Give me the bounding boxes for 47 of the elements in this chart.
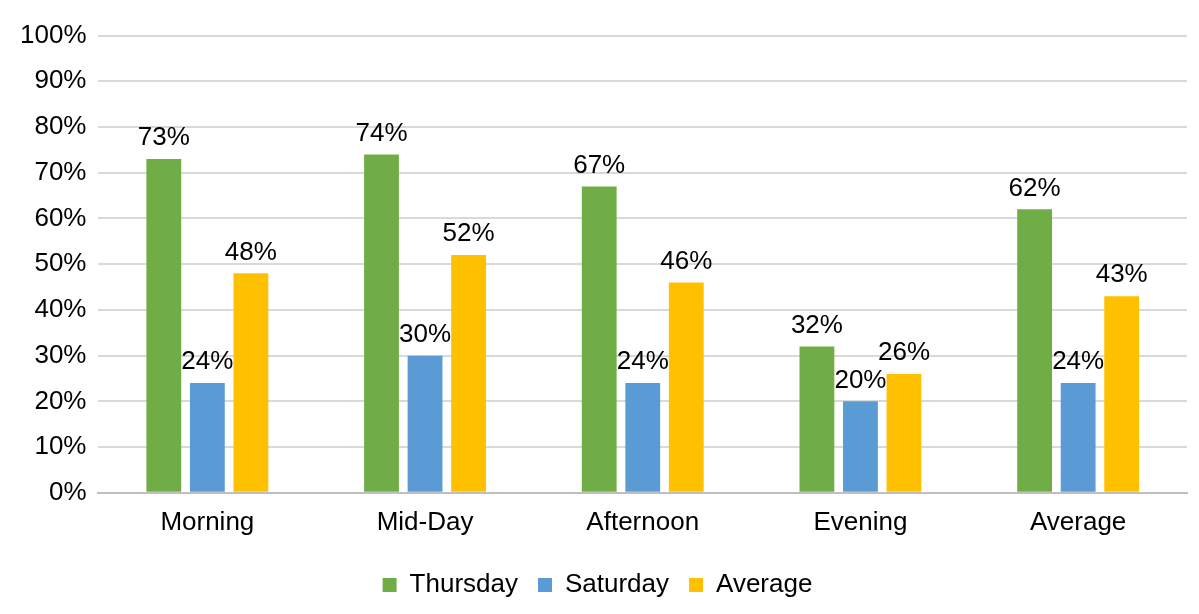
- bar: [581, 186, 617, 492]
- data-label: 43%: [1095, 258, 1148, 289]
- y-tick-label: 70%: [34, 155, 87, 186]
- y-tick-label: 40%: [34, 293, 87, 324]
- y-tick-label: 100%: [20, 18, 87, 49]
- x-tick-label: Evening: [813, 505, 908, 536]
- data-label: 48%: [224, 235, 277, 266]
- bar: [843, 401, 878, 492]
- bar: [1060, 383, 1096, 492]
- y-tick-label: 90%: [34, 64, 87, 95]
- bar: [189, 383, 225, 492]
- x-tick-label: Mid-Day: [376, 505, 474, 536]
- data-label: 67%: [573, 148, 626, 179]
- legend-label: Thursday: [409, 568, 518, 599]
- y-tick-label: 60%: [34, 201, 87, 232]
- bar: [146, 159, 182, 492]
- data-label: 32%: [790, 308, 843, 339]
- y-tick-label: 10%: [34, 430, 87, 461]
- bar: [407, 355, 443, 492]
- data-label: 52%: [442, 217, 495, 248]
- y-tick-label: 30%: [34, 338, 87, 369]
- bar: [364, 154, 399, 492]
- y-tick-label: 0%: [48, 475, 87, 506]
- bar: [668, 282, 704, 492]
- y-tick-label: 20%: [34, 384, 87, 415]
- data-label: 24%: [616, 345, 669, 376]
- data-label: 73%: [137, 121, 190, 152]
- data-label: 24%: [181, 345, 234, 376]
- bar: [625, 383, 661, 492]
- bar: [886, 373, 922, 492]
- y-tick-label: 50%: [34, 247, 87, 278]
- bar: [451, 255, 487, 492]
- y-tick-label: 80%: [34, 110, 87, 141]
- data-label: 74%: [355, 116, 408, 147]
- x-tick-label: Afternoon: [586, 505, 700, 536]
- bar: [233, 273, 269, 492]
- x-tick-label: Morning: [160, 505, 255, 536]
- x-tick-label: Average: [1029, 505, 1127, 536]
- data-label: 46%: [660, 244, 713, 275]
- data-label: 24%: [1052, 345, 1105, 376]
- bar: [799, 346, 835, 492]
- data-label: 30%: [399, 317, 452, 348]
- data-label: 62%: [1008, 171, 1061, 202]
- legend-label: Average: [716, 568, 813, 599]
- bar: [1104, 296, 1140, 492]
- legend-label: Saturday: [564, 568, 670, 599]
- bar: [1017, 209, 1053, 492]
